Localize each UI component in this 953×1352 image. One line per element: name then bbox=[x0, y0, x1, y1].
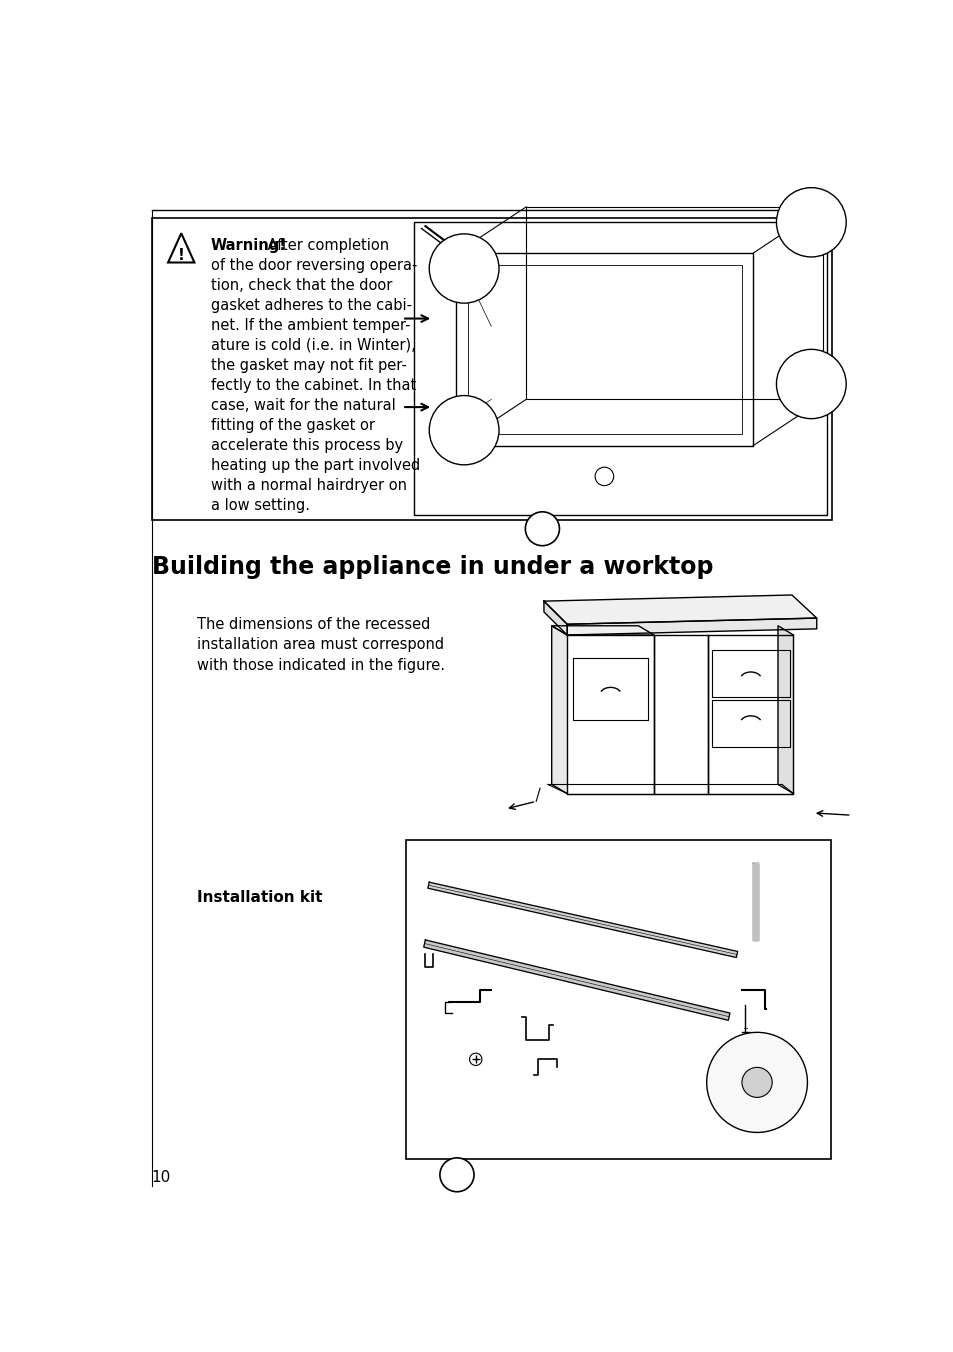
Polygon shape bbox=[551, 626, 654, 635]
Text: heating up the part involved: heating up the part involved bbox=[211, 458, 419, 473]
Text: tion, check that the door: tion, check that the door bbox=[211, 277, 392, 293]
Text: with a normal hairdryer on: with a normal hairdryer on bbox=[211, 479, 406, 493]
Text: installation area must correspond: installation area must correspond bbox=[196, 637, 443, 652]
Text: fectly to the cabinet. In that: fectly to the cabinet. In that bbox=[211, 377, 416, 393]
Circle shape bbox=[439, 1157, 474, 1191]
Circle shape bbox=[525, 512, 558, 546]
Text: a low setting.: a low setting. bbox=[211, 498, 310, 512]
Polygon shape bbox=[543, 602, 567, 635]
Polygon shape bbox=[753, 863, 757, 940]
Text: the gasket may not fit per-: the gasket may not fit per- bbox=[211, 358, 406, 373]
Polygon shape bbox=[423, 940, 729, 1021]
Text: 10: 10 bbox=[152, 1169, 171, 1184]
Polygon shape bbox=[551, 626, 567, 794]
Circle shape bbox=[706, 1033, 806, 1133]
Text: After completion: After completion bbox=[263, 238, 389, 253]
Text: ature is cold (i.e. in Winter),: ature is cold (i.e. in Winter), bbox=[211, 338, 415, 353]
Polygon shape bbox=[406, 840, 830, 1160]
Text: accelerate this process by: accelerate this process by bbox=[211, 438, 402, 453]
Text: Warning!: Warning! bbox=[211, 238, 286, 253]
Text: Installation kit: Installation kit bbox=[196, 890, 322, 904]
Text: net. If the ambient temper-: net. If the ambient temper- bbox=[211, 318, 410, 333]
Text: with those indicated in the figure.: with those indicated in the figure. bbox=[196, 658, 444, 673]
Polygon shape bbox=[543, 595, 816, 625]
Polygon shape bbox=[567, 618, 816, 635]
Circle shape bbox=[741, 1067, 771, 1098]
Text: !: ! bbox=[177, 247, 185, 262]
Circle shape bbox=[776, 188, 845, 257]
Text: gasket adheres to the cabi-: gasket adheres to the cabi- bbox=[211, 297, 412, 312]
Text: of the door reversing opera-: of the door reversing opera- bbox=[211, 258, 416, 273]
Circle shape bbox=[429, 396, 498, 465]
Text: Building the appliance in under a worktop: Building the appliance in under a workto… bbox=[152, 554, 713, 579]
Polygon shape bbox=[428, 883, 737, 957]
Circle shape bbox=[429, 234, 498, 303]
Polygon shape bbox=[778, 626, 793, 794]
Circle shape bbox=[776, 349, 845, 419]
Text: case, wait for the natural: case, wait for the natural bbox=[211, 397, 395, 412]
Text: The dimensions of the recessed: The dimensions of the recessed bbox=[196, 617, 430, 631]
Text: fitting of the gasket or: fitting of the gasket or bbox=[211, 418, 375, 433]
